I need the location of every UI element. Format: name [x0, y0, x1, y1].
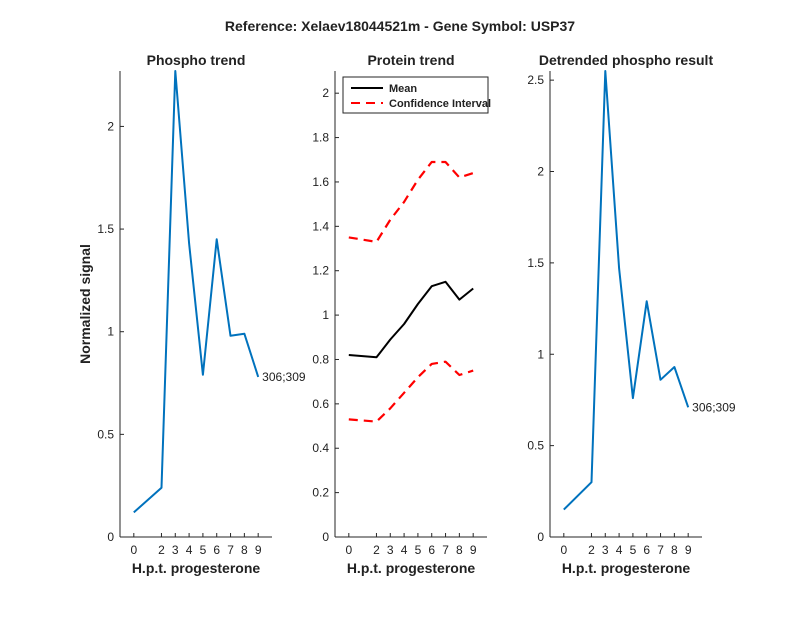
x-axis-label: H.p.t. progesterone — [562, 560, 691, 576]
y-tick-label: 1.6 — [312, 175, 329, 189]
x-tick-label: 9 — [255, 543, 262, 557]
legend-label: Confidence Interval — [389, 98, 491, 110]
x-tick-label: 6 — [643, 543, 650, 557]
x-axis-label: H.p.t. progesterone — [347, 560, 476, 576]
series-line-1 — [348, 280, 474, 359]
x-tick-label: 2 — [588, 543, 595, 557]
y-tick-label: 2.5 — [527, 73, 544, 87]
legend-label: Mean — [389, 83, 417, 95]
y-tick-label: 0.5 — [527, 439, 544, 453]
x-tick-label: 9 — [685, 543, 692, 557]
x-tick-label: 0 — [560, 543, 567, 557]
x-tick-label: 0 — [345, 543, 352, 557]
x-tick-label: 4 — [616, 543, 623, 557]
x-tick-label: 8 — [241, 543, 248, 557]
y-tick-label: 0.4 — [312, 441, 329, 455]
y-tick-label: 2 — [537, 165, 544, 179]
series-line-1 — [563, 70, 690, 511]
x-tick-label: 5 — [630, 543, 637, 557]
chart-title: Phospho trend — [147, 52, 246, 68]
y-tick-label: 2 — [107, 119, 114, 133]
y-tick-label: 1.4 — [312, 219, 329, 233]
x-tick-label: 8 — [671, 543, 678, 557]
y-tick-label: 1.8 — [312, 131, 329, 145]
x-axis-label: H.p.t. progesterone — [132, 560, 261, 576]
series-end-label: 306;309 — [692, 400, 736, 414]
figure-title: Reference: Xelaev18044521m - Gene Symbol… — [225, 18, 575, 34]
y-tick-label: 1 — [322, 308, 329, 322]
y-tick-label: 2 — [322, 86, 329, 100]
x-tick-label: 8 — [456, 543, 463, 557]
y-tick-label: 1.5 — [97, 222, 114, 236]
y-tick-label: 0.5 — [97, 427, 114, 441]
x-tick-label: 3 — [387, 543, 394, 557]
y-tick-label: 0 — [107, 530, 114, 544]
y-tick-label: 0.6 — [312, 397, 329, 411]
x-tick-label: 2 — [158, 543, 165, 557]
x-tick-label: 4 — [401, 543, 408, 557]
x-tick-label: 7 — [227, 543, 234, 557]
x-tick-label: 5 — [200, 543, 207, 557]
x-tick-label: 3 — [602, 543, 609, 557]
x-tick-label: 6 — [428, 543, 435, 557]
y-tick-label: 0.8 — [312, 352, 329, 366]
chart-title: Detrended phospho result — [539, 52, 714, 68]
x-tick-label: 3 — [172, 543, 179, 557]
series-line-1 — [133, 70, 260, 514]
series-line-3 — [348, 360, 474, 423]
y-tick-label: 1 — [537, 347, 544, 361]
y-tick-label: 0 — [537, 530, 544, 544]
y-tick-label: 0 — [322, 530, 329, 544]
x-tick-label: 2 — [373, 543, 380, 557]
x-tick-label: 5 — [415, 543, 422, 557]
chart-title: Protein trend — [367, 52, 454, 68]
x-tick-label: 0 — [130, 543, 137, 557]
x-tick-label: 9 — [470, 543, 477, 557]
x-tick-label: 7 — [657, 543, 664, 557]
series-end-label: 306;309 — [262, 370, 306, 384]
y-tick-label: 1.2 — [312, 264, 329, 278]
y-tick-label: 1 — [107, 325, 114, 339]
legend: Mean Confidence Interval — [342, 76, 491, 114]
x-tick-label: 6 — [213, 543, 220, 557]
x-tick-label: 4 — [186, 543, 193, 557]
y-axis-label: Normalized signal — [77, 244, 93, 364]
y-tick-label: 0.2 — [312, 486, 329, 500]
legend-box — [342, 76, 489, 114]
y-tick-label: 1.5 — [527, 256, 544, 270]
chart-panel-2: 0 2 3 4 5 6 7 8 900.20.40.60.811.21.41.61.82Prot… — [312, 52, 491, 576]
series-line-2 — [348, 160, 474, 243]
x-tick-label: 7 — [442, 543, 449, 557]
